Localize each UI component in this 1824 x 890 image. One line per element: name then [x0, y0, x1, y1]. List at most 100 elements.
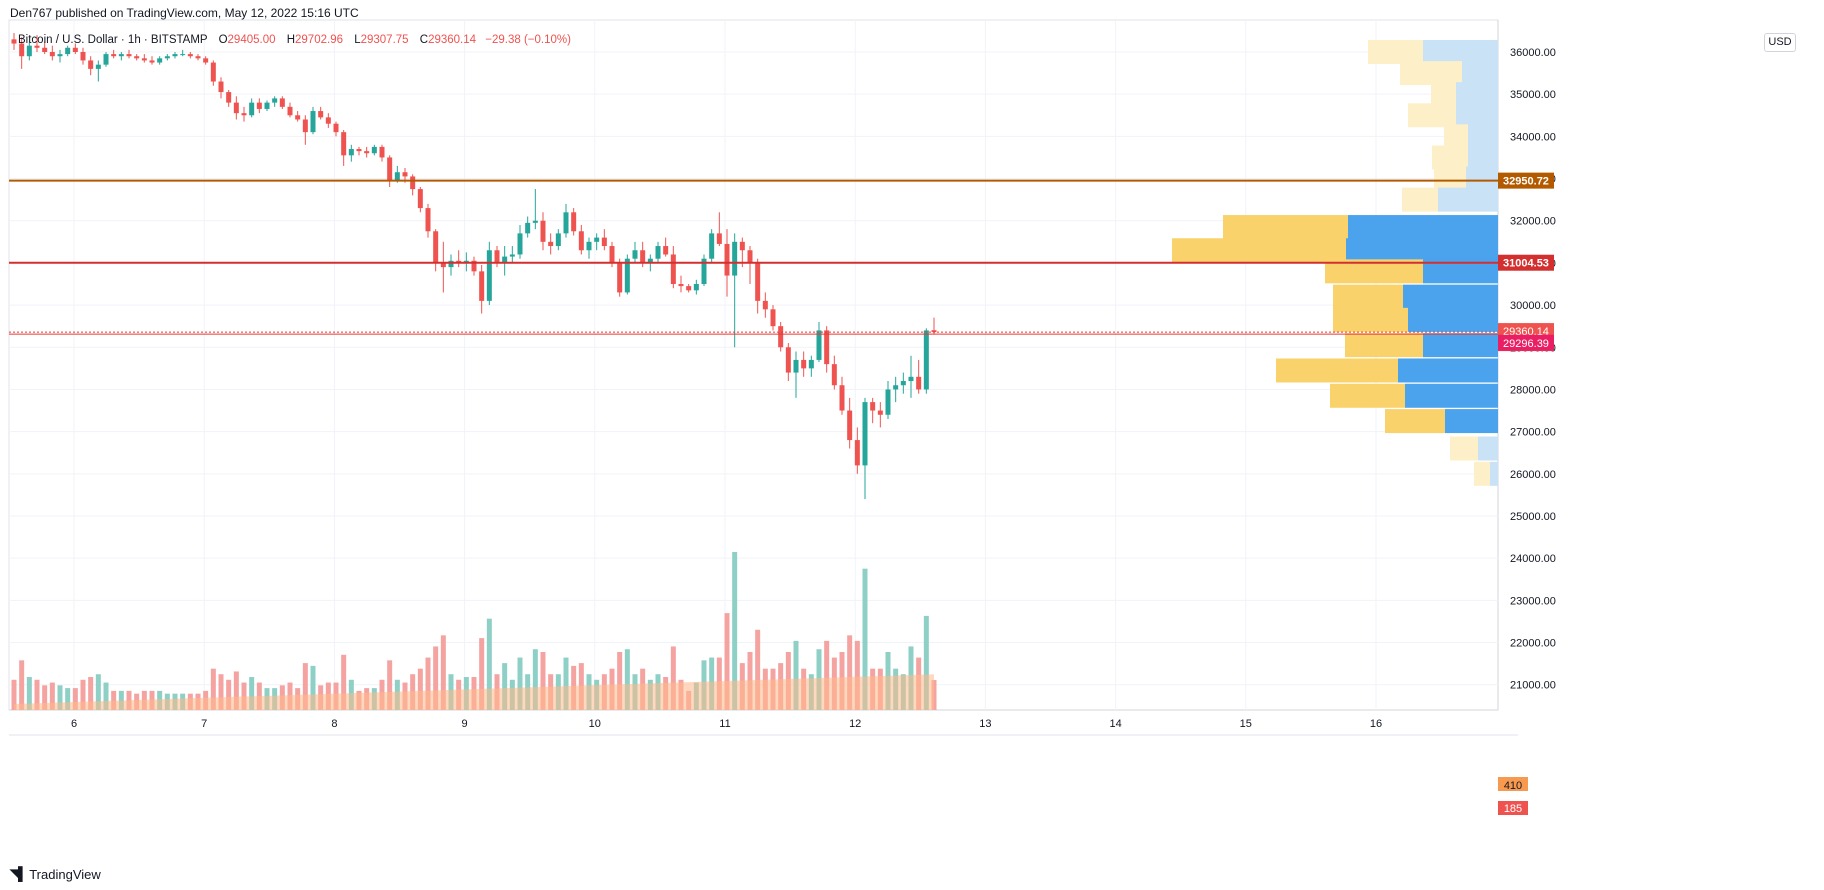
candle-body: [111, 54, 117, 57]
candle-body: [847, 410, 853, 441]
currency-button[interactable]: USD: [1764, 33, 1796, 52]
candle-body: [348, 149, 354, 156]
candle-body: [540, 220, 546, 242]
candle-body: [916, 376, 922, 390]
candle-body: [187, 54, 193, 57]
candle-body: [256, 102, 262, 109]
volume-profile-down-bar: [1444, 124, 1468, 149]
volume-bar: [417, 668, 423, 710]
candle-body: [310, 111, 316, 133]
candle-body: [287, 106, 293, 116]
candle-body: [149, 60, 155, 63]
price-tick-label: 36000.00: [1510, 47, 1556, 59]
time-tick-label: 11: [719, 718, 730, 730]
price-tick-label: 23000.00: [1510, 595, 1556, 607]
candle-body: [172, 54, 178, 57]
candle-body: [670, 254, 676, 284]
candle-body: [509, 254, 515, 257]
volume-bar: [11, 679, 17, 710]
volume-bar: [387, 660, 393, 710]
volume-profile-up-bar: [1403, 284, 1498, 309]
candle-body: [26, 45, 32, 57]
candle-body: [923, 330, 929, 390]
open-value: 29405.00: [227, 34, 276, 46]
candle-body: [249, 102, 255, 116]
candle-body: [770, 309, 776, 327]
time-tick-label: 14: [1109, 718, 1121, 730]
volume-bar: [923, 615, 929, 710]
candle-body: [755, 262, 761, 301]
volume-bar: [95, 674, 101, 710]
tradingview-brand[interactable]: ◥▌ TradingView: [10, 866, 101, 882]
candle-body: [141, 58, 147, 61]
volume-profile-down-bar: [1431, 82, 1456, 107]
price-tick-label: 28000.00: [1510, 384, 1556, 396]
symbol-name[interactable]: Bitcoin / U.S. Dollar · 1h · BITSTAMP: [18, 34, 208, 46]
candle-body: [686, 286, 692, 291]
candle-body: [839, 385, 845, 411]
volume-ma-label: 185: [1504, 803, 1522, 815]
volume-bar: [479, 638, 485, 710]
candle-body: [563, 212, 569, 234]
candle-body: [494, 250, 500, 263]
published-header: Den767 published on TradingView.com, May…: [10, 6, 359, 20]
candle-body: [118, 54, 124, 57]
volume-profile-up-bar: [1456, 103, 1498, 128]
candle-body: [72, 47, 78, 52]
candle-body: [42, 47, 48, 52]
volume-profile-down-bar: [1172, 238, 1346, 263]
volume-profile-up-bar: [1423, 333, 1498, 358]
volume-profile-down-bar: [1333, 284, 1403, 309]
candle-body: [387, 157, 393, 181]
volume-bar: [111, 690, 117, 710]
candle-body: [701, 258, 707, 284]
volume-bar: [670, 646, 676, 710]
candle-body: [241, 113, 247, 116]
candle-body: [532, 220, 538, 223]
volume-bar: [486, 618, 492, 710]
level-price-tag: [1498, 254, 1554, 271]
candle-body: [640, 250, 646, 263]
volume-bar: [724, 613, 730, 710]
price-tick-label: 30000.00: [1510, 300, 1556, 312]
candle-body: [95, 64, 101, 69]
volume-profile-up-bar: [1423, 40, 1498, 64]
candle-body: [233, 102, 239, 114]
volume-bar: [118, 690, 124, 710]
candle-body: [594, 237, 600, 242]
price-tick-label: 21000.00: [1510, 680, 1556, 692]
time-tick-label: 8: [331, 718, 337, 730]
candle-body: [425, 208, 431, 232]
volume-bar: [302, 663, 308, 710]
time-tick-label: 9: [462, 718, 468, 730]
candle-body: [302, 119, 308, 133]
volume-bar: [440, 635, 446, 710]
candle-body: [647, 258, 653, 263]
secondary-price-label: 29296.39: [1503, 338, 1549, 350]
candle-body: [808, 359, 814, 369]
candle-body: [555, 233, 561, 247]
time-tick-label: 6: [71, 718, 77, 730]
candle-body: [816, 330, 822, 360]
candle-body: [655, 246, 661, 259]
candle-body: [502, 256, 508, 263]
price-tick-label: 22000.00: [1510, 638, 1556, 650]
volume-profile-down-bar: [1333, 307, 1408, 332]
volume-profile-down-bar: [1345, 333, 1423, 358]
candle-body: [57, 54, 63, 57]
volume-bar: [103, 682, 109, 710]
volume-bar: [26, 677, 32, 710]
time-tick-label: 7: [201, 718, 207, 730]
volume-profile-down-bar: [1400, 61, 1462, 86]
candle-body: [210, 62, 216, 82]
candle-body: [364, 151, 370, 154]
candle-body: [126, 54, 132, 57]
volume-bar: [624, 649, 630, 710]
volume-profile-down-bar: [1474, 461, 1490, 486]
volume-bar: [540, 652, 546, 710]
candle-body: [870, 402, 876, 411]
candle-body: [778, 326, 784, 348]
candle-body: [226, 92, 232, 103]
volume-ma-tag: [1498, 801, 1528, 815]
